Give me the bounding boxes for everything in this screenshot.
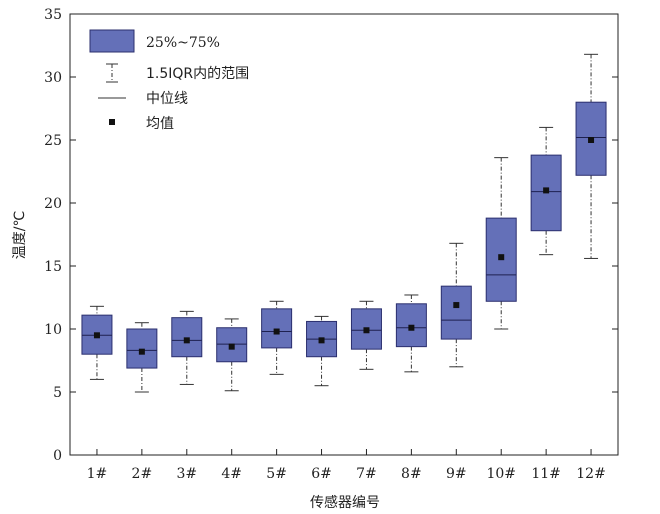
y-axis-label: 温度/℃ [12,211,28,259]
mean-marker [93,332,100,339]
legend-label-mean: 均值 [146,116,174,132]
x-tick-label: 9# [446,466,467,482]
mean-marker [273,328,280,335]
x-tick-label: 3# [176,466,197,482]
x-tick-label: 8# [401,466,422,482]
x-tick-label: 12# [576,466,606,482]
y-tick-label: 35 [44,7,62,23]
y-tick-label: 10 [44,322,62,338]
mean-marker [588,137,595,143]
y-tick-label: 5 [53,385,62,401]
legend-box-swatch [89,29,135,53]
x-tick-label: 5# [266,466,287,482]
mean-marker [363,327,370,334]
x-tick-label: 6# [311,466,332,482]
plot-area: 0 5 10 15 20 25 30 35 1# 2# 3# 4# 5# 6# 7# 8# 9# 10# 11# 12… [44,7,619,482]
x-tick-label: 7# [356,466,377,482]
iqr-box [261,308,293,349]
x-tick-label: 10# [486,466,516,482]
mean-marker [498,254,505,261]
mean-marker [318,337,325,344]
y-tick-label: 20 [44,196,62,212]
plot-frame [69,13,619,456]
x-tick-label: 2# [132,466,153,482]
x-tick-label: 1# [87,466,108,482]
mean-marker [228,343,235,350]
legend-mean-swatch [109,119,115,125]
mean-marker [543,187,550,194]
iqr-box [126,328,158,369]
iqr-box [440,285,472,340]
mean-marker [453,302,460,309]
y-tick-label: 30 [44,70,62,86]
x-tick-label: 4# [221,466,242,482]
legend-label-median: 中位线 [146,91,188,107]
legend-label-whisker: 1.5IQR内的范围 [146,65,249,82]
y-tick-label: 25 [44,133,62,149]
y-tick-label: 0 [53,448,62,464]
x-axis-label: 传感器编号 [310,494,380,511]
legend-label-box: 25%~75% [146,35,220,51]
mean-marker [183,337,190,344]
mean-marker [408,324,415,331]
x-tick-label: 11# [531,466,561,482]
iqr-box [171,317,203,358]
mean-marker [138,348,145,355]
y-tick-label: 15 [44,259,62,275]
